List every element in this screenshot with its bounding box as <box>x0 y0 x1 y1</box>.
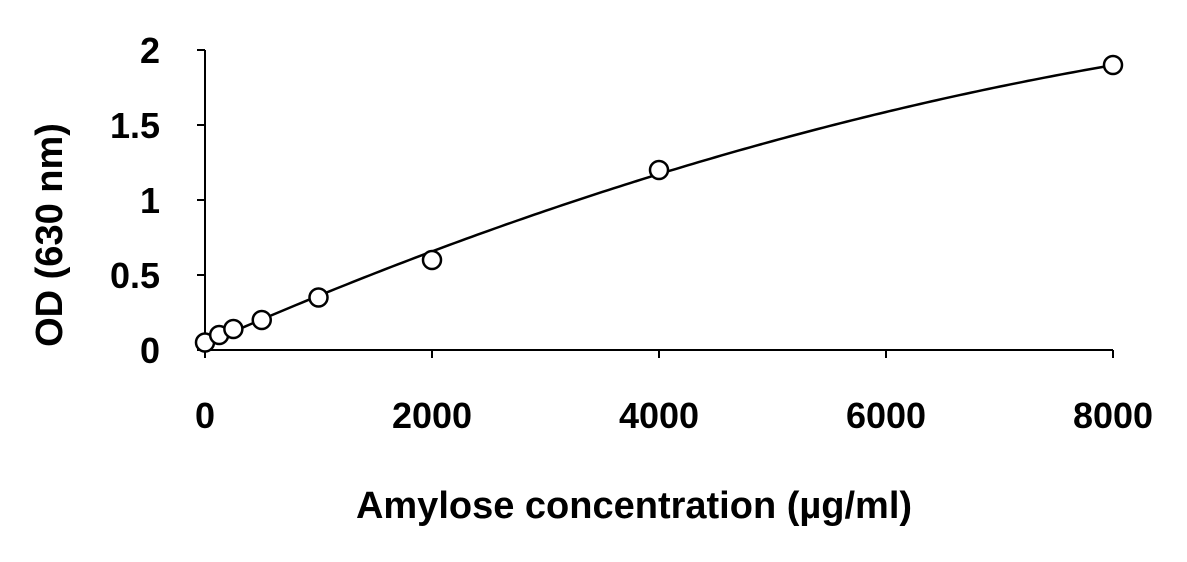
x-axis-ticks: 0 2000 4000 6000 8000 <box>195 350 1153 436</box>
data-point <box>1102 54 1124 76</box>
data-point <box>251 309 272 331</box>
y-axis-ticks: 0 0.5 1 1.5 2 <box>110 30 205 371</box>
y-axis-title: OD (630 nm) <box>29 123 71 347</box>
y-tick-label: 1 <box>140 180 160 221</box>
y-tick-label: 1.5 <box>110 105 160 146</box>
x-tick-label: 2000 <box>392 395 472 436</box>
y-tick-label: 0 <box>140 330 160 371</box>
data-point <box>223 318 244 340</box>
data-points <box>194 54 1124 353</box>
x-tick-label: 8000 <box>1073 395 1153 436</box>
x-axis-title: Amylose concentration (µg/ml) <box>356 485 912 527</box>
y-tick-label: 2 <box>140 30 160 71</box>
data-point <box>308 287 329 308</box>
trendline <box>204 63 1114 346</box>
x-tick-label: 6000 <box>846 395 926 436</box>
data-point <box>648 159 670 181</box>
x-tick-label: 0 <box>195 395 215 436</box>
y-tick-label: 0.5 <box>110 255 160 296</box>
x-tick-label: 4000 <box>619 395 699 436</box>
data-point <box>421 249 443 271</box>
